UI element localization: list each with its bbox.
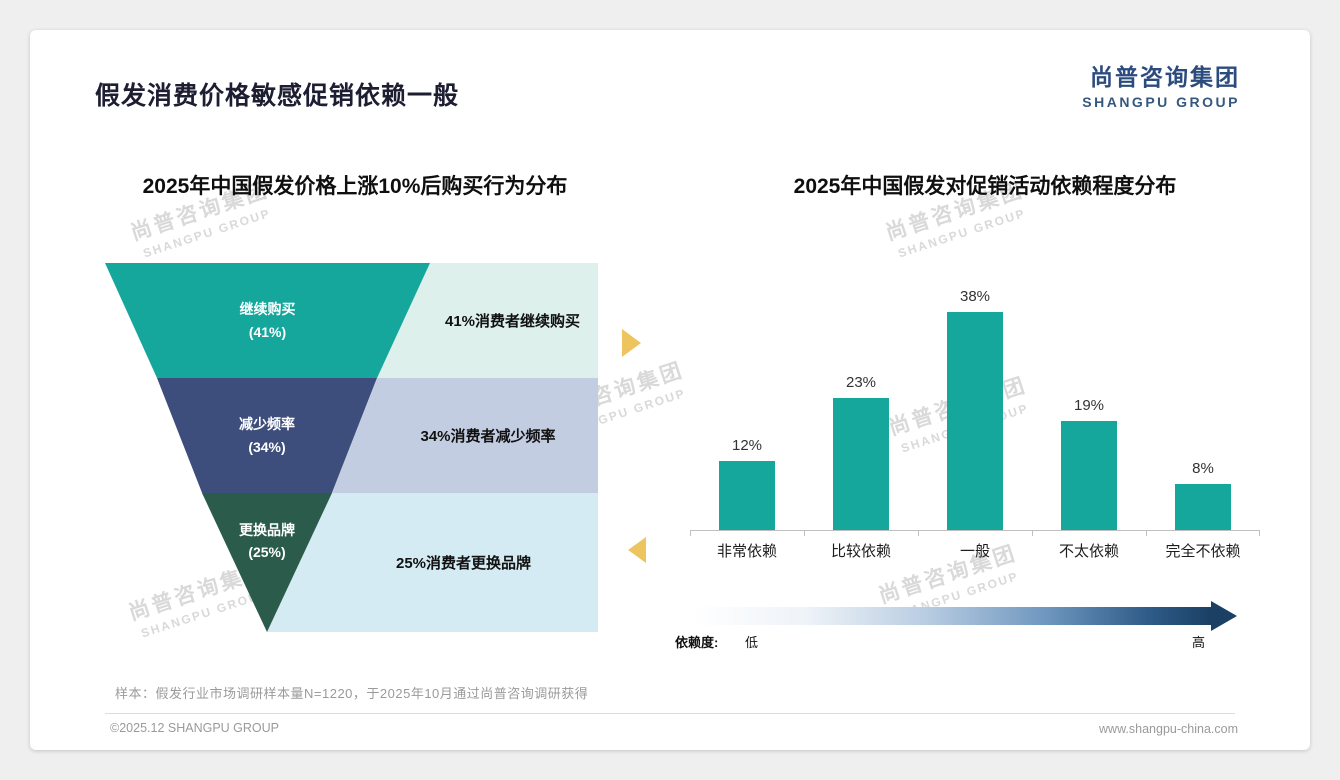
bar — [719, 461, 775, 530]
funnel-stage-name: 继续购买 — [239, 301, 296, 318]
bar-column-1: 12% — [690, 250, 804, 530]
funnel-stage-1: 继续购买 (41%) — [105, 263, 430, 378]
bar-value-label: 19% — [1073, 397, 1105, 414]
bar-column-4: 19% — [1032, 250, 1146, 530]
bar — [947, 312, 1003, 530]
funnel-stage-label-3: 更换品牌 (25%) — [239, 519, 295, 564]
bar-value-label: 8% — [1192, 460, 1214, 477]
bar-chart: 12% 23% 38% 19% 8% — [690, 250, 1260, 530]
page-title: 假发消费价格敏感促销依赖一般 — [95, 82, 460, 110]
left-pointer-icon — [628, 537, 646, 563]
company-logo: 尚普咨询集团 SHANGPU GROUP — [1082, 58, 1240, 110]
bar-value-label: 38% — [959, 288, 991, 305]
funnel-stage-label-1: 继续购买 (41%) — [240, 298, 296, 343]
x-axis-label-4: 不太依赖 — [1058, 543, 1119, 560]
logo-cn-text: 尚普咨询集团 — [1090, 64, 1240, 90]
bar — [1175, 484, 1231, 530]
funnel-stage-name: 减少频率 — [239, 416, 295, 433]
dependency-gradient-arrow — [692, 601, 1237, 631]
funnel-desc-text-2: 34%消费者减少频率 — [420, 428, 556, 445]
x-axis-label-5: 完全不依赖 — [1165, 543, 1241, 560]
axis-tick — [690, 530, 691, 536]
funnel-chart: 41%消费者继续购买 继续购买 (41%) 34%消费者减少频率 减少频率 (3… — [105, 263, 598, 632]
bar-column-2: 23% — [804, 250, 918, 530]
logo-en-text: SHANGPU GROUP — [1082, 94, 1240, 110]
x-axis-label-2: 比较依赖 — [830, 543, 891, 560]
funnel-desc-box-3: 25%消费者更换品牌 — [267, 493, 598, 632]
bar-column-3: 38% — [918, 250, 1032, 530]
bar-value-label: 23% — [845, 374, 877, 391]
x-axis-labels: 非常依赖 比较依赖 一般 不太依赖 完全不依赖 — [690, 540, 1260, 561]
funnel-stage-name: 更换品牌 — [239, 522, 295, 538]
funnel-row-2: 34%消费者减少频率 减少频率 (34%) — [105, 378, 598, 493]
funnel-desc-box-2: 34%消费者减少频率 — [332, 378, 598, 493]
funnel-desc-text-3: 25%消费者更换品牌 — [395, 555, 532, 572]
axis-tick — [918, 530, 919, 536]
axis-tick — [1146, 530, 1147, 536]
axis-tick — [1259, 530, 1260, 536]
funnel-stage-pct: (25%) — [248, 544, 286, 561]
gradient-arrow-shaft — [692, 607, 1211, 625]
bar-value-label: 12% — [731, 437, 763, 454]
funnel-chart-title: 2025年中国假发价格上涨10%后购买行为分布 — [142, 175, 568, 198]
x-axis-label-3: 一般 — [959, 543, 990, 560]
slide-card: 尚普咨询集团 SHANGPU GROUP 尚普咨询集团 SHANGPU GROU… — [30, 30, 1310, 750]
funnel-row-3: 25%消费者更换品牌 更换品牌 (25%) — [105, 493, 598, 632]
dependency-axis-title: 依赖度: — [675, 635, 719, 650]
bar — [833, 398, 889, 530]
bar — [1061, 421, 1117, 530]
copyright-text: ©2025.12 SHANGPU GROUP — [110, 721, 279, 735]
funnel-desc-text-1: 41%消费者继续购买 — [444, 313, 581, 330]
dependency-high-label: 高 — [1191, 635, 1205, 650]
x-axis-label-1: 非常依赖 — [716, 543, 777, 560]
watermark-en: SHANGPU GROUP — [141, 205, 273, 261]
sample-note: 样本：假发行业市场调研样本量N=1220，于2025年10月通过尚普咨询调研获得 — [115, 686, 589, 701]
bar-chart-title: 2025年中国假发对促销活动依赖程度分布 — [793, 175, 1177, 198]
dependency-axis-labels: 依赖度: 低 高 — [675, 632, 1237, 650]
footer-divider — [105, 713, 1235, 714]
funnel-stage-label-2: 减少频率 (34%) — [239, 413, 295, 458]
x-axis-line — [690, 530, 1260, 531]
gradient-arrow-head-icon — [1211, 601, 1237, 631]
right-pointer-icon — [622, 329, 641, 357]
dependency-low-label: 低 — [745, 635, 759, 650]
funnel-stage-pct: (41%) — [248, 323, 287, 340]
website-url: www.shangpu-china.com — [1099, 722, 1238, 736]
axis-tick — [804, 530, 805, 536]
bar-column-5: 8% — [1146, 250, 1260, 530]
axis-tick — [1032, 530, 1033, 536]
funnel-stage-pct: (34%) — [248, 438, 286, 455]
funnel-row-1: 41%消费者继续购买 继续购买 (41%) — [105, 263, 598, 378]
